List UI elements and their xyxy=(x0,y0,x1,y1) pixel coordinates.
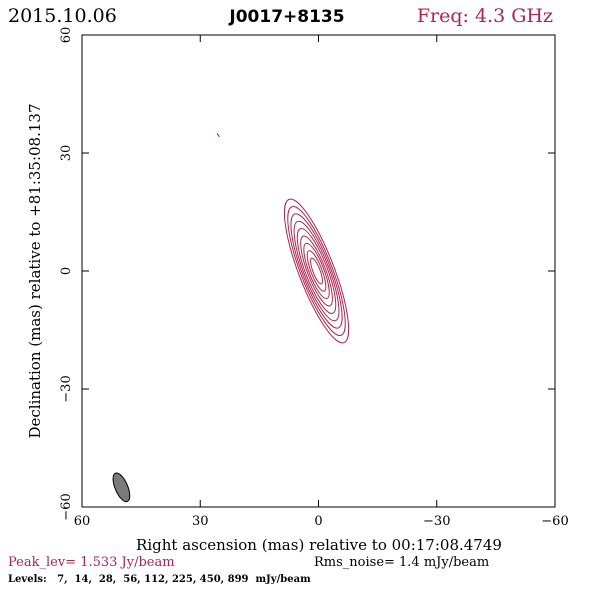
header-freq: Freq: 4.3 GHz xyxy=(417,5,553,27)
peak-level: Peak_lev= 1.533 Jy/beam xyxy=(8,555,175,570)
contour-levels: Levels: 7, 14, 28, 56, 112, 225, 450, 89… xyxy=(8,574,311,585)
contour-ring xyxy=(306,250,327,292)
x-tick-label: 0 xyxy=(314,514,322,529)
contour-ring xyxy=(283,198,350,344)
y-tick-label: −30 xyxy=(59,375,74,402)
x-tick-label: 60 xyxy=(74,514,91,529)
x-tick-label: 30 xyxy=(192,514,209,529)
header-date: 2015.10.06 xyxy=(8,5,117,27)
x-tick-label: −30 xyxy=(423,514,450,529)
contour-artifact xyxy=(216,133,220,137)
header-source: J0017+8135 xyxy=(228,7,344,27)
y-tick-label: −60 xyxy=(59,493,74,520)
contour-ring xyxy=(290,213,343,329)
y-tick-label: 0 xyxy=(59,267,74,275)
beam-ellipse xyxy=(112,472,131,503)
beam-group xyxy=(112,472,131,503)
y-axis-ticks xyxy=(82,34,555,508)
y-tick-label: 30 xyxy=(59,145,74,162)
x-axis-tick-labels: 60 30 0 −30 −60 xyxy=(74,514,569,529)
x-axis-label: Right ascension (mas) relative to 00:17:… xyxy=(136,536,502,554)
contour-ring xyxy=(293,220,340,322)
contour-ring xyxy=(287,205,346,337)
plot-frame xyxy=(81,34,556,508)
contour-ring xyxy=(296,228,337,314)
contour-ring xyxy=(300,235,333,307)
y-axis-label: Declination (mas) relative to +81:35:08.… xyxy=(26,103,44,438)
rms-noise: Rms_noise= 1.4 mJy/beam xyxy=(314,555,489,570)
x-tick-label: −60 xyxy=(541,514,568,529)
y-tick-label: 60 xyxy=(59,27,74,44)
contour-ring xyxy=(310,257,323,285)
contour-group xyxy=(216,133,350,344)
contour-ring xyxy=(303,242,330,300)
y-axis-tick-labels: −60 −30 0 30 60 xyxy=(59,27,74,521)
x-axis-ticks xyxy=(81,35,556,507)
